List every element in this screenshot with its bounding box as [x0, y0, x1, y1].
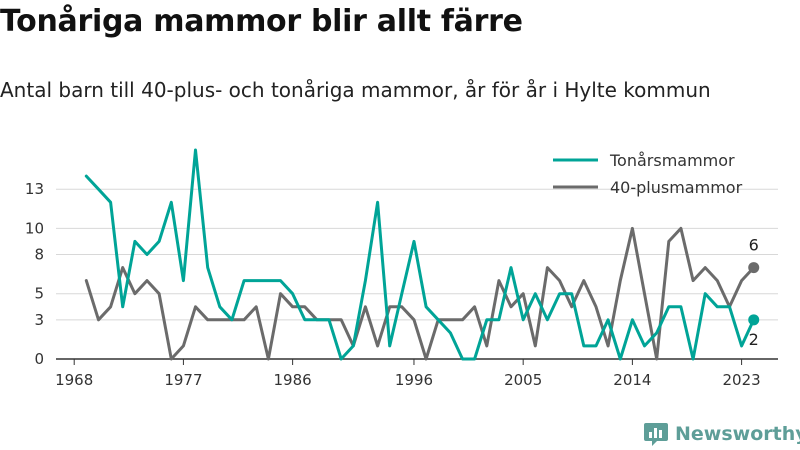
x-tick-label: 2005: [504, 371, 542, 389]
y-tick-label: 5: [34, 285, 44, 303]
x-axis: 1968 1977 1986 1996 2005 2014 2023: [55, 358, 778, 389]
newsworthy-logo-icon: [644, 423, 668, 446]
x-tick-label: 1996: [395, 371, 433, 389]
legend-label: 40-plusmammor: [610, 178, 743, 197]
brand: Newsworthy: [643, 420, 800, 448]
y-tick-label: 10: [25, 219, 44, 237]
end-point-tonarsmammor: [748, 314, 760, 326]
y-axis-ticks: 0 3 5 8 10 13: [25, 180, 44, 368]
end-point-40-plusmammor: [748, 262, 760, 274]
x-tick-label: 1986: [274, 371, 312, 389]
x-tick-label: 2014: [613, 371, 651, 389]
y-tick-label: 13: [25, 180, 44, 198]
x-tick-label: 2023: [723, 371, 761, 389]
end-markers: 62: [748, 236, 760, 349]
x-tick-label: 1968: [55, 371, 93, 389]
x-tick-label: 1977: [164, 371, 202, 389]
y-tick-label: 8: [34, 246, 44, 264]
end-value-label: 2: [749, 330, 759, 349]
end-value-label: 6: [749, 236, 759, 255]
y-tick-label: 0: [34, 350, 44, 368]
legend: Tonårsmammor 40-plusmammor: [553, 151, 743, 197]
brand-name: Newsworthy: [675, 423, 800, 445]
series-line-tonarsmammor: [84, 148, 756, 361]
series-line-40-plusmammor: [84, 226, 756, 361]
legend-label: Tonårsmammor: [609, 151, 735, 170]
y-tick-label: 3: [34, 311, 44, 329]
series-lines: [84, 148, 756, 361]
page-subtitle: Antal barn till 40-plus- och tonåriga ma…: [0, 78, 711, 102]
page-title: Tonåriga mammor blir allt färre: [0, 4, 523, 39]
